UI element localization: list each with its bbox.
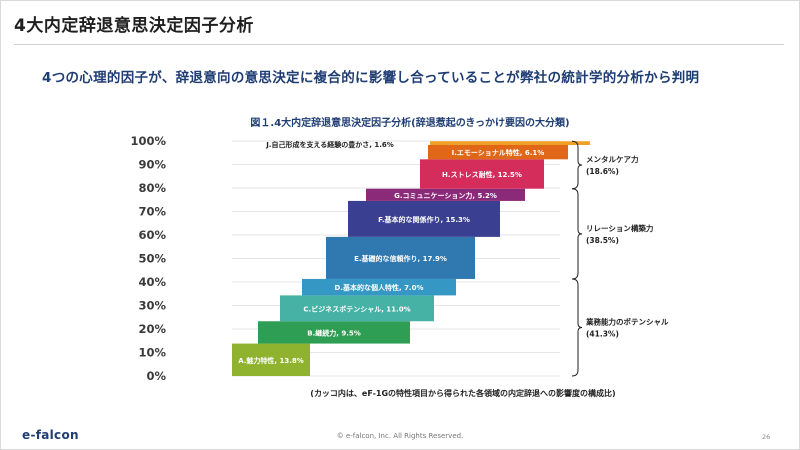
y-tick-label: 90% xyxy=(138,158,166,172)
bar-label: B.継続力, 9.5% xyxy=(307,328,361,337)
y-tick-label: 10% xyxy=(138,346,166,360)
chart-bars: A.魅力特性, 13.8% B.継続力, 9.5% C.ビジネスポテンシャル, 11… xyxy=(232,140,590,376)
y-tick-label: 20% xyxy=(138,322,166,336)
bar xyxy=(420,159,544,189)
group-bracket xyxy=(571,140,583,190)
y-tick-label: 70% xyxy=(138,205,166,219)
chart-note: (カッコ内は、eF-1Gの特性項目から得られた各領域の内定辞退への影響度の構成比… xyxy=(310,388,615,398)
copyright-text: © e-falcon, Inc. All Rights Reserved. xyxy=(336,432,464,440)
y-tick-label: 50% xyxy=(138,252,166,266)
page-number: 26 xyxy=(762,433,771,441)
chart-title: 図１.4大内定辞退意思決定因子分析(辞退惹起のきっかけ要因の大分類) xyxy=(250,116,569,129)
bar-label: D.基本的な個人特性, 7.0% xyxy=(335,283,424,292)
y-tick-label: 40% xyxy=(138,275,166,289)
bar xyxy=(428,144,568,160)
group-share: (38.5%) xyxy=(586,236,619,245)
bar-label: H.ストレス耐性, 12.5% xyxy=(442,170,522,179)
group-share: (18.6%) xyxy=(586,167,619,176)
bar xyxy=(280,295,434,322)
bar xyxy=(232,343,310,376)
group-name: 業務能力のポテンシャル xyxy=(585,316,669,326)
bar-label: A.魅力特性, 13.8% xyxy=(238,356,304,365)
y-axis-ticks: 0% 10% 20% 30% 40% 50% 60% 70% 80% 90% 100% xyxy=(130,134,166,383)
bar-label: I.エモーショナル特性, 6.1% xyxy=(452,148,545,157)
bar-label: G.コミュニケーション力, 5.2% xyxy=(394,191,497,200)
group-name: メンタルケア力 xyxy=(586,154,639,164)
bar xyxy=(430,141,590,145)
bar-label: J.自己形成を支える経験の豊かさ, 1.6% xyxy=(265,140,394,149)
title-divider xyxy=(14,44,784,45)
y-tick-label: 100% xyxy=(130,134,166,148)
bar xyxy=(348,200,500,237)
group-name: リレーション構築力 xyxy=(586,223,653,233)
bar-label: E.基礎的な信頼作り, 17.9% xyxy=(354,254,447,263)
page-subtitle: 4つの心理的因子が、辞退意向の意思決定に複合的に影響し合っていることが弊社の統計… xyxy=(42,70,700,86)
bar xyxy=(302,278,456,296)
bar-label: F.基本的な関係作り, 15.3% xyxy=(378,215,470,224)
y-tick-label: 80% xyxy=(138,181,166,195)
brand-logo: e-falcon xyxy=(22,428,79,442)
y-tick-label: 0% xyxy=(146,369,166,383)
bar xyxy=(258,321,410,344)
bar xyxy=(326,236,475,279)
group-brackets: メンタルケア力 (18.6%) リレーション構築力 (38.5%) 業務能力のポテンシャ… xyxy=(571,140,669,377)
group-bracket xyxy=(571,188,583,280)
page-title: 4大内定辞退意思決定因子分析 xyxy=(14,16,254,36)
group-bracket xyxy=(571,278,583,377)
bar-label: C.ビジネスポテンシャル, 11.0% xyxy=(303,304,410,313)
y-tick-label: 60% xyxy=(138,228,166,242)
y-tick-label: 30% xyxy=(138,299,166,313)
bar xyxy=(366,188,525,201)
group-share: (41.3%) xyxy=(586,329,619,338)
